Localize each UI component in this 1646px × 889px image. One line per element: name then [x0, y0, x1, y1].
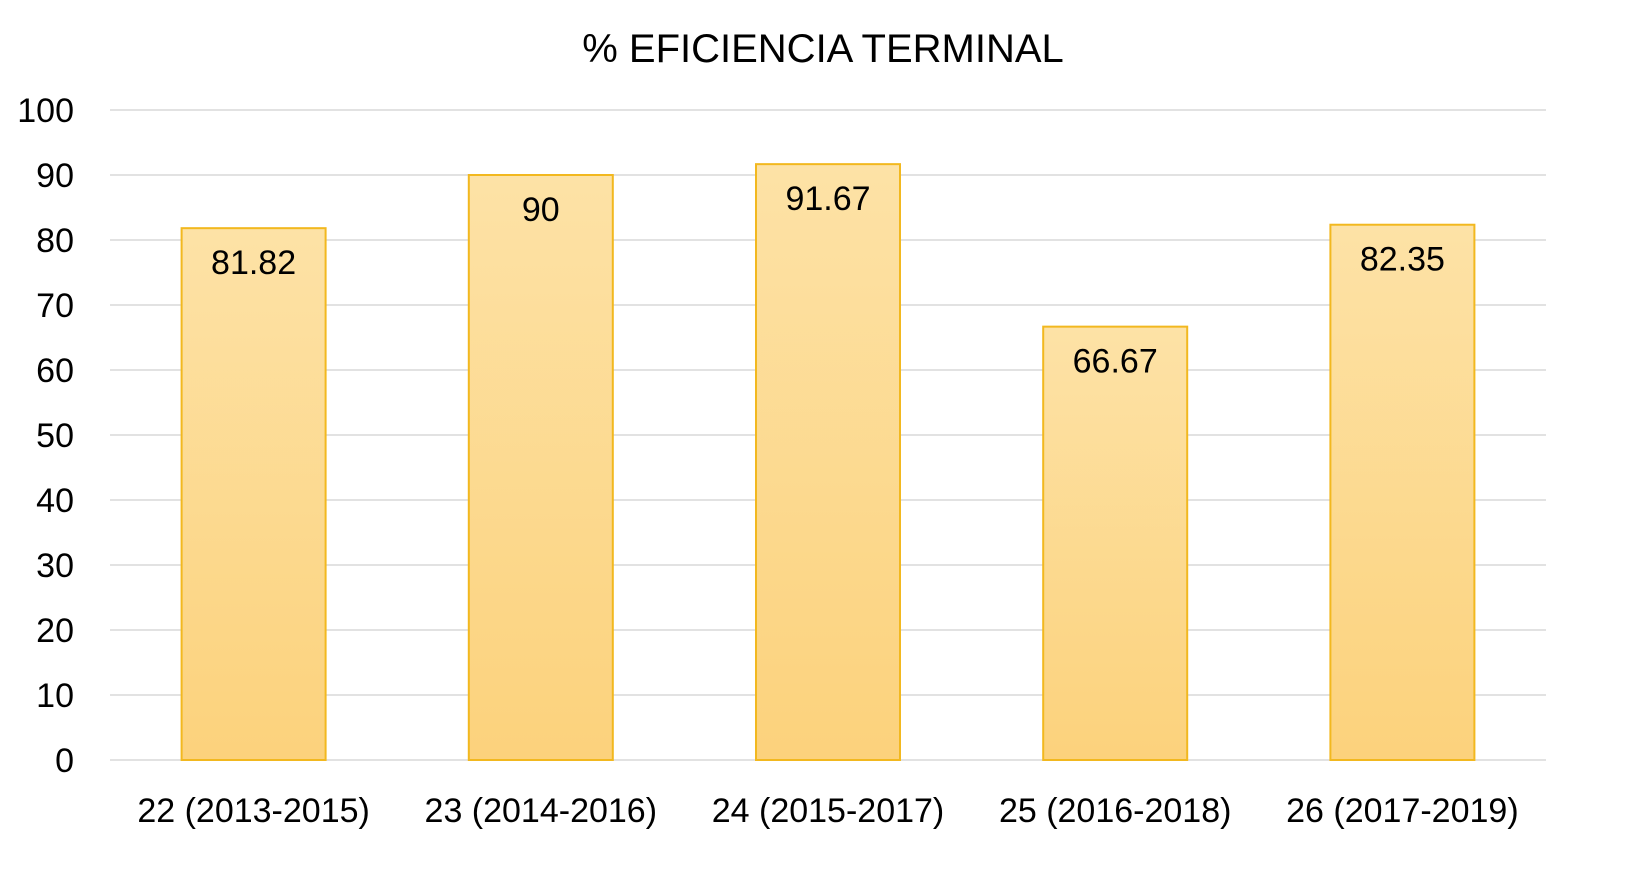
data-labels: 81.82 90 91.67 66.67 82.35: [211, 180, 1445, 380]
bar: [1042, 325, 1189, 761]
bar: [755, 163, 901, 761]
y-tick-label: 30: [36, 547, 74, 585]
bar: [1329, 223, 1476, 762]
data-label: 66.67: [1073, 343, 1158, 381]
x-axis-ticks: 22 (2013-2015) 23 (2014-2016) 24 (2015-201…: [137, 792, 1518, 830]
y-tick-label: 50: [36, 417, 74, 455]
y-tick-label: 0: [55, 742, 74, 780]
chart-title: % EFICIENCIA TERMINAL: [582, 27, 1064, 71]
y-tick-label: 20: [36, 612, 74, 650]
y-tick-label: 40: [36, 482, 74, 520]
data-label: 82.35: [1360, 241, 1445, 279]
x-tick-label: 23 (2014-2016): [425, 792, 658, 830]
y-tick-label: 10: [36, 677, 74, 715]
y-tick-label: 90: [36, 157, 74, 195]
bars: [180, 163, 1476, 762]
data-label: 90: [522, 191, 560, 229]
y-tick-label: 70: [36, 287, 74, 325]
bar: [180, 227, 327, 762]
data-label: 81.82: [211, 244, 296, 282]
y-tick-label: 100: [17, 92, 74, 130]
y-tick-label: 80: [36, 222, 74, 260]
y-tick-label: 60: [36, 352, 74, 390]
x-tick-label: 26 (2017-2019): [1286, 792, 1519, 830]
y-axis-ticks: 0 10 20 30 40 50 60 70 80 90 100: [17, 92, 74, 780]
x-tick-label: 25 (2016-2018): [999, 792, 1232, 830]
x-tick-label: 22 (2013-2015): [137, 792, 370, 830]
x-tick-label: 24 (2015-2017): [712, 792, 945, 830]
bar: [467, 174, 614, 761]
data-label: 91.67: [785, 180, 870, 218]
